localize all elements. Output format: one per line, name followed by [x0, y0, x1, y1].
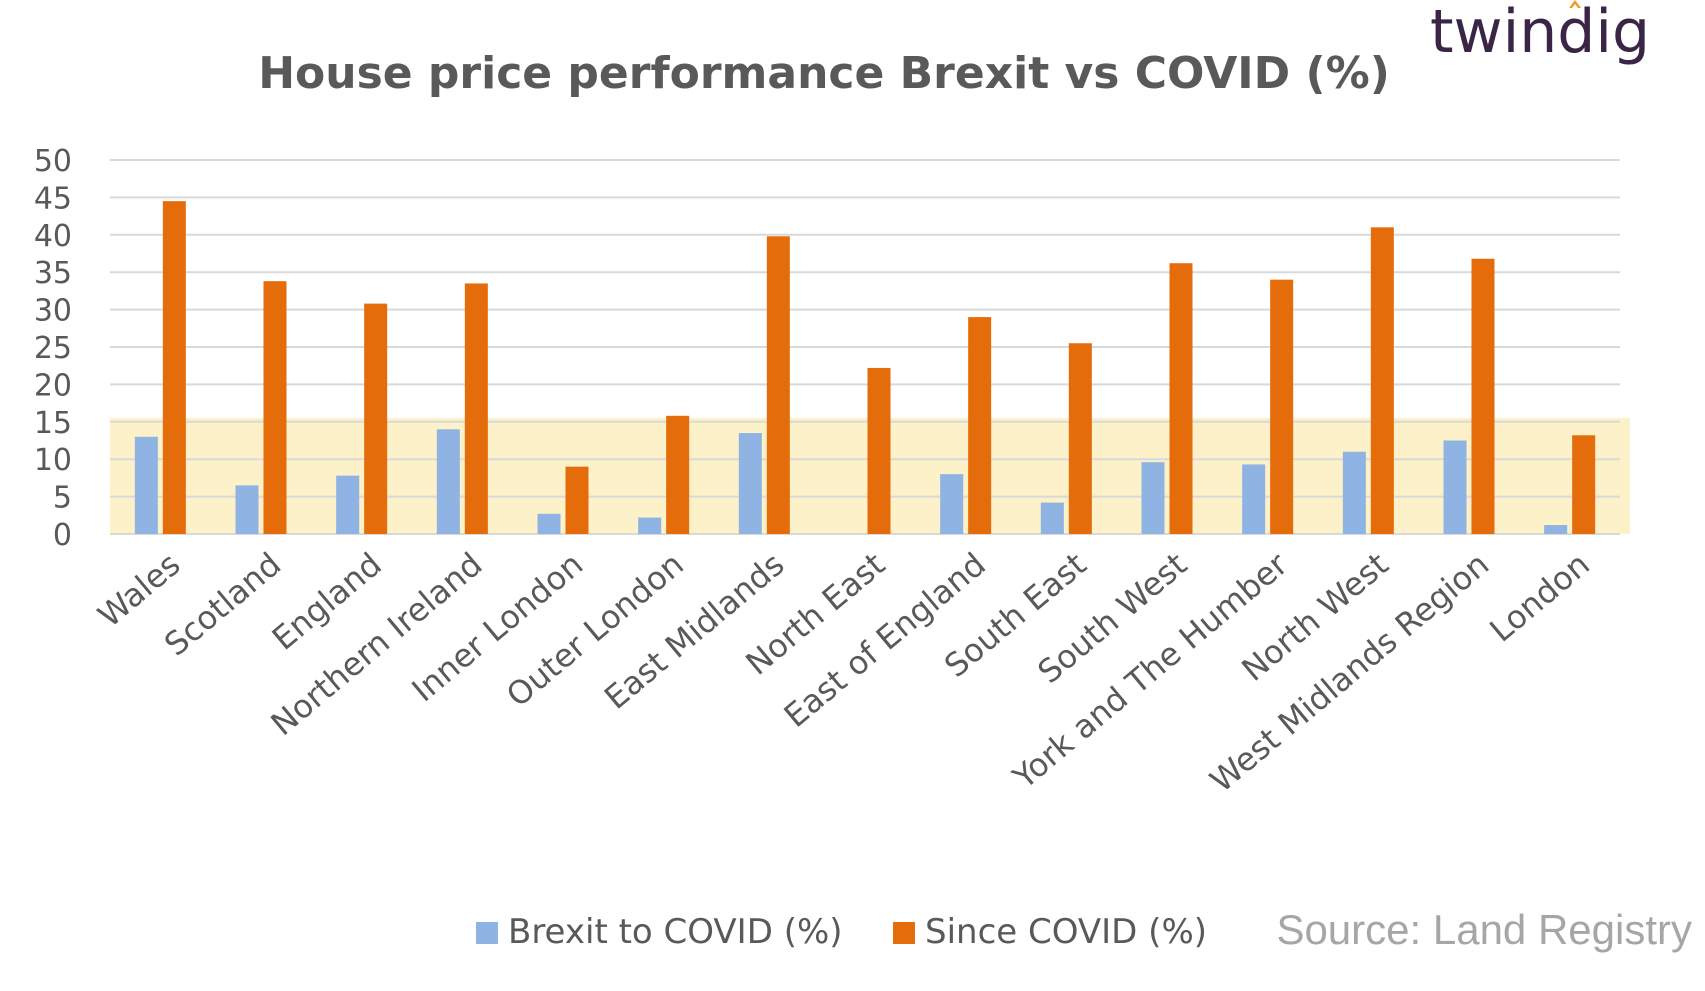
bar-brexit	[436, 429, 460, 534]
bar-covid	[1370, 227, 1394, 534]
source-note: Source: Land Registry	[1276, 906, 1692, 953]
y-tick-label: 40	[34, 219, 72, 254]
bars	[134, 201, 1596, 534]
y-tick-label: 30	[34, 294, 72, 329]
gridlines	[110, 159, 1620, 535]
bar-covid	[968, 317, 992, 534]
brand-name: twindig	[1430, 0, 1650, 67]
brand-logo: twindig	[1430, 0, 1650, 67]
bar-brexit	[1544, 525, 1568, 534]
bar-brexit	[537, 513, 561, 534]
legend-swatch-covid	[893, 922, 915, 944]
bar-covid	[565, 466, 589, 534]
bar-brexit	[134, 436, 158, 534]
bar-covid	[162, 201, 186, 534]
bar-brexit	[940, 474, 964, 534]
bar-brexit	[235, 485, 259, 534]
legend-swatch-brexit	[476, 922, 498, 944]
legend: Brexit to COVID (%) Since COVID (%)	[476, 912, 1207, 952]
x-tick-label: London	[1483, 545, 1597, 650]
bar-covid	[364, 303, 388, 534]
bar-covid	[1572, 435, 1596, 534]
y-tick-label: 5	[53, 481, 72, 516]
y-tick-label: 20	[34, 368, 72, 403]
bar-covid	[1169, 263, 1193, 534]
bar-brexit	[738, 433, 762, 534]
bar-covid	[867, 367, 891, 534]
x-tick-label: Outer London	[499, 545, 691, 714]
bar-brexit	[1342, 451, 1366, 534]
y-tick-label: 10	[34, 443, 72, 478]
bar-covid	[1068, 343, 1092, 534]
bar-covid	[1270, 279, 1294, 534]
x-tick-label: Inner London	[405, 545, 591, 709]
y-tick-label: 0	[53, 518, 72, 553]
bar-brexit	[1242, 464, 1266, 534]
y-tick-label: 50	[34, 144, 72, 179]
y-tick-label: 35	[34, 256, 72, 291]
legend-label-brexit: Brexit to COVID (%)	[508, 912, 843, 952]
bar-covid	[263, 281, 287, 534]
bar-brexit	[336, 475, 360, 534]
bar-covid	[766, 236, 790, 534]
x-tick-label: East Midlands	[597, 545, 791, 717]
bar-brexit	[1141, 462, 1165, 534]
legend-label-covid: Since COVID (%)	[925, 912, 1207, 952]
y-tick-label: 45	[34, 181, 72, 216]
bar-covid	[666, 415, 690, 534]
y-tick-label: 25	[34, 331, 72, 366]
chart-title: House price performance Brexit vs COVID …	[258, 48, 1390, 99]
bar-covid	[1471, 258, 1495, 534]
bar-brexit	[1443, 440, 1467, 534]
bar-brexit	[638, 517, 662, 534]
brand-caret-icon	[1569, 0, 1581, 8]
bar-covid	[464, 283, 488, 534]
y-tick-label: 15	[34, 406, 72, 441]
bar-brexit	[1040, 502, 1064, 534]
